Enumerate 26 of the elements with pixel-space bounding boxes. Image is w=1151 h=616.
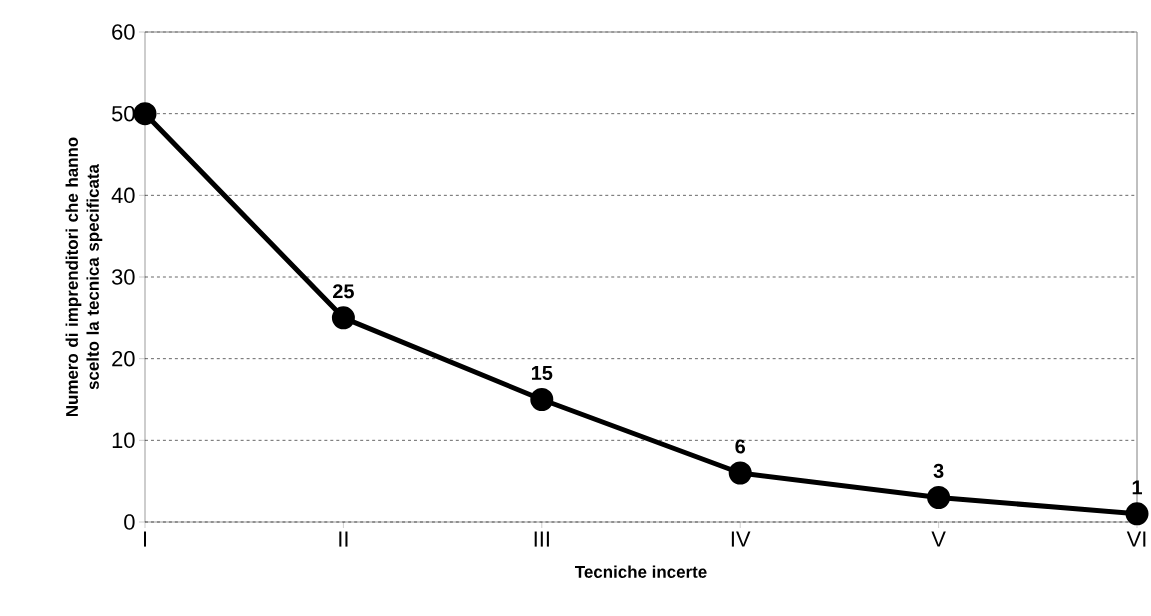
x-tick-label: II xyxy=(339,531,348,547)
point xyxy=(530,388,554,411)
x-tick-label: V xyxy=(931,531,946,547)
x-axis-title: Tecniche incerte xyxy=(574,565,707,578)
data-label: 6 xyxy=(735,439,746,454)
y-tick-label: 40 xyxy=(111,187,135,204)
data-label: 25 xyxy=(333,284,354,299)
y-tick-label: 50 xyxy=(111,105,135,122)
data-label: 1 xyxy=(1132,480,1142,495)
x-tick-label: VI xyxy=(1126,531,1146,547)
y-tick-label: 60 xyxy=(112,24,135,40)
point xyxy=(728,461,752,485)
x-tick-label: IV xyxy=(731,531,751,547)
point xyxy=(927,486,951,509)
y-tick-label: 30 xyxy=(111,269,135,285)
data-label: 3 xyxy=(933,463,944,478)
y-tick-label: 20 xyxy=(112,350,135,367)
y-axis-title: Numero di imprenditori che hanno scelto la tecnica specificata xyxy=(65,137,103,417)
y-tick-label: 10 xyxy=(112,432,135,449)
point xyxy=(1125,502,1149,526)
x-tick-label: III xyxy=(534,531,549,547)
x-tick-label: I xyxy=(143,531,147,547)
point xyxy=(331,306,355,330)
point xyxy=(133,102,157,126)
data-label: 15 xyxy=(531,366,553,380)
y-tick-label: 0 xyxy=(124,514,135,530)
